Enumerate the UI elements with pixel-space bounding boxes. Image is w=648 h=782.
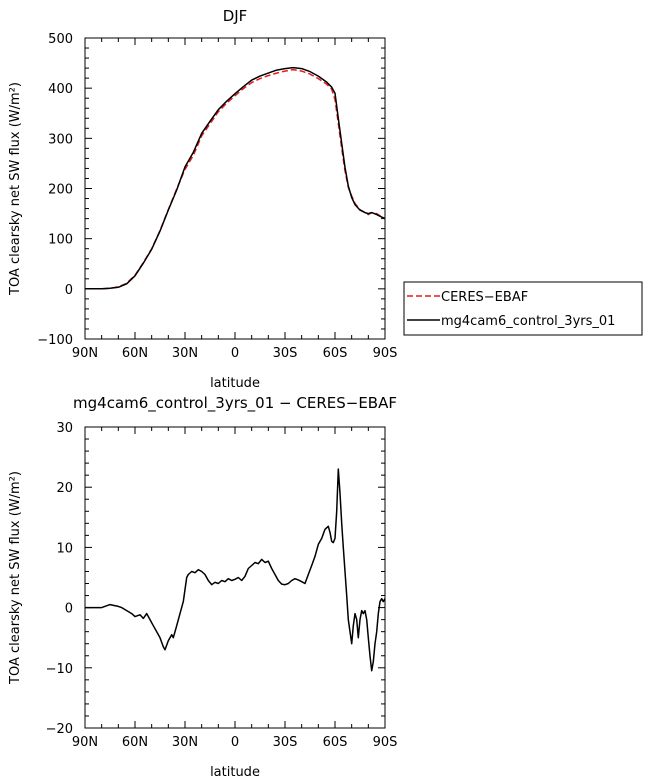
- y-tick-label: 30: [56, 421, 73, 436]
- x-tick-label: 90N: [72, 735, 98, 750]
- y-tick-label: 200: [48, 183, 73, 198]
- chart-panel-2: mg4cam6_control_3yrs_01 − CERES−EBAF 90N 6…: [8, 394, 397, 780]
- x-tick-label: 30S: [273, 346, 298, 361]
- legend: CERES−EBAF mg4cam6_control_3yrs_01: [403, 281, 643, 336]
- chart-panel-1: DJF 90N 60N 30N 0 30S 60S 90S −100 0 100 200 300 400 5…: [8, 7, 643, 391]
- y-tick-label: 0: [65, 602, 73, 617]
- x-tick-label: 60S: [323, 735, 348, 750]
- y-tick-label: −20: [46, 722, 73, 737]
- y-tick-label: 100: [48, 233, 73, 248]
- series-line-2: [85, 66, 386, 290]
- x-tick-label: 90S: [373, 735, 398, 750]
- y-tick-label: 0: [65, 283, 73, 298]
- x-tick-label: 30N: [172, 346, 198, 361]
- y-axis-label: TOA clearsky net SW flux (W/m²): [8, 82, 23, 296]
- x-axis-label: latitude: [210, 376, 260, 391]
- legend-box: [403, 281, 643, 336]
- chart-title: mg4cam6_control_3yrs_01 − CERES−EBAF: [73, 394, 397, 413]
- y-tick-label: 500: [48, 32, 73, 47]
- y-tick-label: 10: [56, 541, 73, 556]
- y-tick-label: −10: [46, 662, 73, 677]
- x-tick-label: 60S: [323, 346, 348, 361]
- x-tick-label: 60N: [122, 346, 148, 361]
- x-tick-label: 0: [231, 346, 239, 361]
- legend-label: mg4cam6_control_3yrs_01: [441, 314, 615, 329]
- y-axis-label: TOA clearsky net SW flux (W/m²): [8, 471, 23, 685]
- series-line-1: [85, 68, 386, 290]
- chart-title: DJF: [223, 7, 248, 25]
- y-tick-label: −100: [37, 333, 73, 348]
- x-tick-label: 0: [231, 735, 239, 750]
- series-line-1: [85, 468, 386, 672]
- x-tick-label: 30S: [273, 735, 298, 750]
- x-axis-label: latitude: [210, 765, 260, 780]
- legend-label: CERES−EBAF: [441, 290, 528, 305]
- y-tick-label: 400: [48, 82, 73, 97]
- y-tick-label: 20: [56, 481, 73, 496]
- x-tick-label: 90S: [373, 346, 398, 361]
- plot-frame: [84, 426, 386, 729]
- x-tick-label: 60N: [122, 735, 148, 750]
- x-tick-label: 30N: [172, 735, 198, 750]
- plot-frame: [84, 37, 386, 340]
- x-tick-label: 90N: [72, 346, 98, 361]
- y-tick-label: 300: [48, 132, 73, 147]
